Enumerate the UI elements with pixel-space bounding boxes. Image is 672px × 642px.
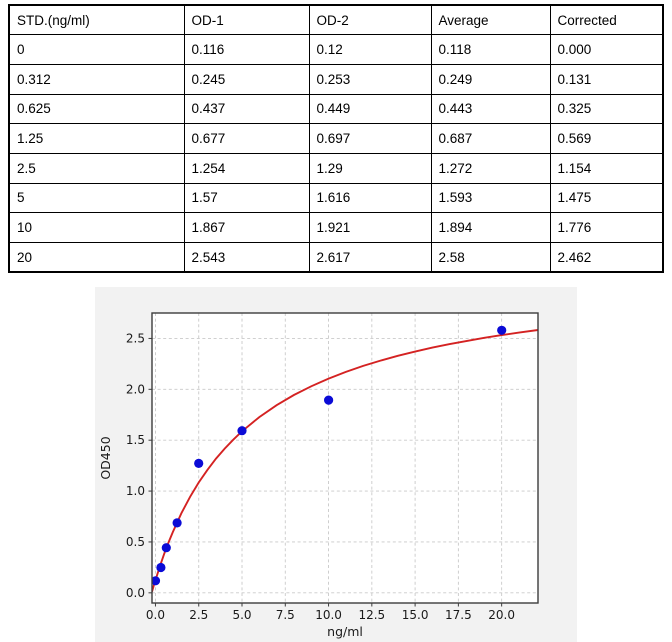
- x-tick-label: 10.0: [315, 608, 342, 622]
- table-cell: 0.312: [8, 63, 185, 95]
- data-point: [156, 562, 166, 573]
- table-cell: 1.272: [430, 152, 551, 184]
- table-cell: 0.249: [430, 63, 551, 95]
- table-cell: 1.867: [183, 212, 310, 243]
- table-cell: 0.116: [183, 34, 310, 65]
- y-tick-label: 2.5: [126, 331, 145, 345]
- standard-curve-panel: 0.0 2.5 5.0 7.5 10.0 12.5 15.0 17.5 20.0 0.0 0.5 1.…: [95, 287, 577, 642]
- standard-curve-chart: 0.0 2.5 5.0 7.5 10.0 12.5 15.0 17.5 20.0 0.0 0.5 1.…: [98, 312, 539, 639]
- table-cell: 2.462: [549, 242, 664, 273]
- table-cell: 10: [8, 212, 185, 243]
- table-row: 2.5 1.254 1.29 1.272 1.154: [8, 152, 664, 184]
- column-header-corrected: Corrected: [549, 4, 664, 36]
- table-header-row: STD.(ng/ml) OD-1 OD-2 Average Corrected: [8, 4, 664, 36]
- x-tick-label: 5.0: [232, 608, 251, 622]
- x-axis-label: ng/ml: [327, 624, 363, 639]
- data-point: [172, 518, 182, 528]
- table-cell: 1.921: [308, 212, 432, 243]
- table-cell: 0.697: [308, 123, 432, 154]
- data-point: [152, 576, 161, 586]
- table-row: 0.312 0.245 0.253 0.249 0.131: [8, 63, 664, 95]
- table-cell: 0.443: [430, 93, 551, 125]
- table-row: 0.625 0.437 0.449 0.443 0.325: [8, 93, 664, 125]
- table-cell: 2.58: [430, 242, 551, 273]
- table-cell: 0.687: [430, 123, 551, 154]
- table-cell: 0.677: [183, 123, 310, 154]
- table-cell: 0.437: [183, 93, 310, 125]
- table-row: 20 2.543 2.617 2.58 2.462: [8, 242, 664, 273]
- table-cell: 1.593: [430, 182, 551, 214]
- y-tick-label: 0.0: [126, 586, 145, 600]
- table-cell: 2.5: [8, 152, 185, 184]
- plot-border: [151, 312, 539, 604]
- y-tick-label: 2.0: [126, 382, 145, 396]
- data-point: [194, 458, 204, 468]
- x-tick-label: 12.5: [358, 608, 385, 622]
- x-tick-label: 20.0: [488, 608, 515, 622]
- x-tick-label: 0.0: [146, 608, 165, 622]
- table-cell: 0.12: [308, 34, 432, 65]
- table-row: 10 1.867 1.921 1.894 1.776: [8, 212, 664, 243]
- plot-area: [152, 313, 538, 603]
- data-point: [497, 325, 507, 335]
- data-point: [324, 395, 334, 405]
- table-cell: 5: [8, 182, 185, 214]
- table-cell: 1.616: [308, 182, 432, 214]
- fit-curve-line: [152, 329, 538, 593]
- data-point: [237, 426, 247, 436]
- table-cell: 0.325: [549, 93, 664, 125]
- table-cell: 20: [8, 242, 185, 273]
- y-tick-label: 0.5: [126, 535, 145, 549]
- table-cell: 1.776: [549, 212, 664, 243]
- standard-concentration-table: STD.(ng/ml) OD-1 OD-2 Average Corrected 0 0.1…: [8, 4, 664, 274]
- data-point: [161, 543, 171, 553]
- table-cell: 0.253: [308, 63, 432, 95]
- table-row: 1.25 0.677 0.697 0.687 0.569: [8, 123, 664, 154]
- column-header-od-2: OD-2: [308, 4, 432, 36]
- table-cell: 2.543: [183, 242, 310, 273]
- table-cell: 0.569: [549, 123, 664, 154]
- table-cell: 1.475: [549, 182, 664, 214]
- column-header-std-ng-ml: STD.(ng/ml): [8, 4, 185, 36]
- table-cell: 1.57: [183, 182, 310, 214]
- table-cell: 0.449: [308, 93, 432, 125]
- column-header-od-1: OD-1: [183, 4, 310, 36]
- table-cell: 0.625: [8, 93, 185, 125]
- table-cell: 1.894: [430, 212, 551, 243]
- table-cell: 0.245: [183, 63, 310, 95]
- table-cell: 0.000: [549, 34, 664, 65]
- x-tick-label: 2.5: [189, 608, 208, 622]
- x-tick-label: 7.5: [276, 608, 295, 622]
- y-tick-label: 1.5: [126, 433, 145, 447]
- y-tick-label: 1.0: [126, 484, 145, 498]
- table-cell: 0.118: [430, 34, 551, 65]
- table-cell: 0: [8, 34, 185, 65]
- table-cell: 0.131: [549, 63, 664, 95]
- table-cell: 2.617: [308, 242, 432, 273]
- table-cell: 1.25: [8, 123, 185, 154]
- y-axis-label: OD450: [98, 436, 113, 479]
- column-header-average: Average: [430, 4, 551, 36]
- table-row: 0 0.116 0.12 0.118 0.000: [8, 34, 664, 65]
- x-tick-label: 17.5: [445, 608, 472, 622]
- x-tick-label: 15.0: [402, 608, 429, 622]
- table-cell: 1.29: [308, 152, 432, 184]
- table-row: 5 1.57 1.616 1.593 1.475: [8, 182, 664, 214]
- table-cell: 1.254: [183, 152, 310, 184]
- table-cell: 1.154: [549, 152, 664, 184]
